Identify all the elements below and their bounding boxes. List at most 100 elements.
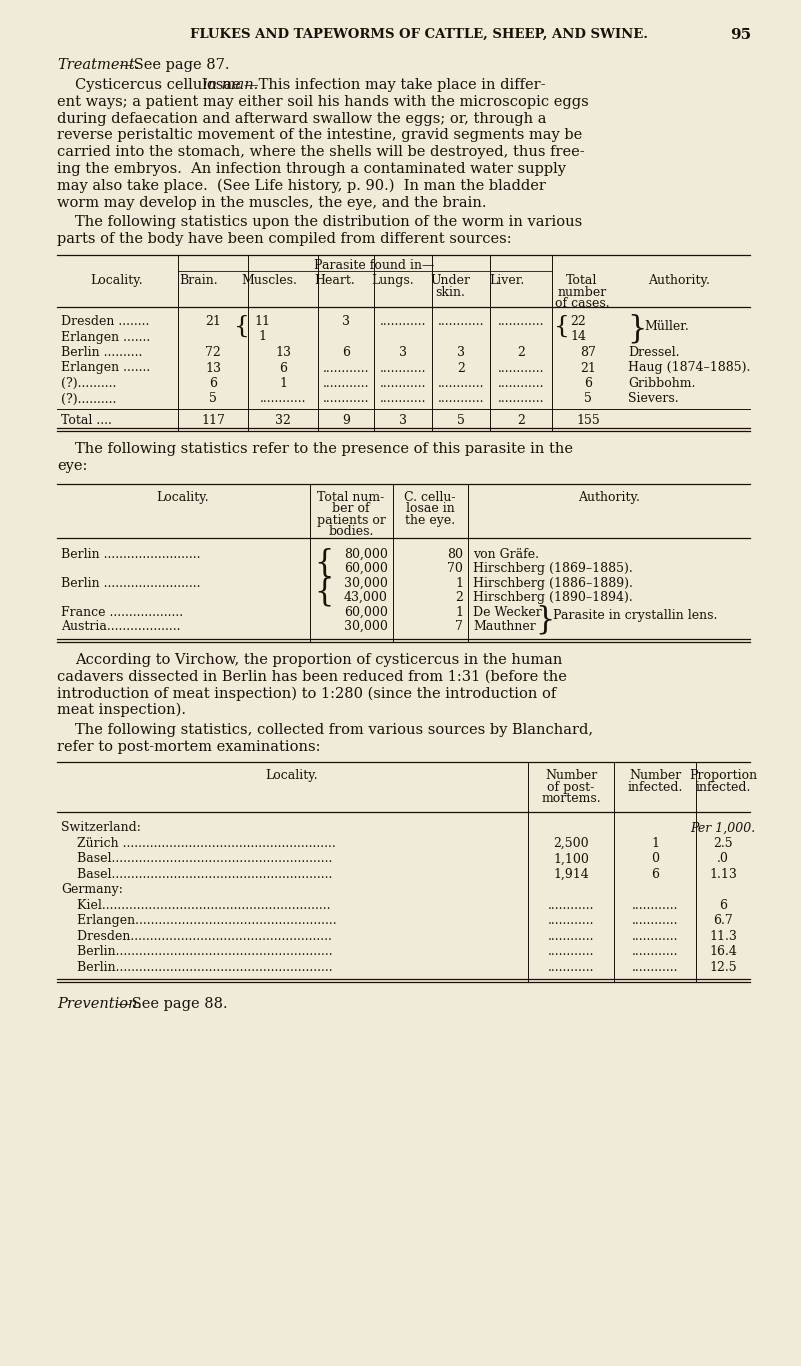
Text: Mauthner: Mauthner: [473, 620, 536, 632]
Text: (?)..........: (?)..........: [61, 377, 116, 391]
Text: Hirschberg (1869–1885).: Hirschberg (1869–1885).: [473, 561, 633, 575]
Text: ............: ............: [548, 930, 594, 943]
Text: 6: 6: [279, 362, 287, 374]
Text: Parasite found in—: Parasite found in—: [314, 260, 434, 272]
Text: ............: ............: [323, 362, 369, 374]
Text: of post-: of post-: [547, 781, 594, 794]
Text: Cysticercus cellulosae: Cysticercus cellulosae: [75, 78, 245, 92]
Text: Number: Number: [629, 769, 681, 783]
Text: Hirschberg (1886–1889).: Hirschberg (1886–1889).: [473, 576, 633, 590]
Text: ............: ............: [380, 362, 426, 374]
Text: ing the embryos.  An infection through a contaminated water supply: ing the embryos. An infection through a …: [57, 163, 566, 176]
Text: ............: ............: [497, 392, 544, 406]
Text: 30,000: 30,000: [344, 576, 388, 590]
Text: Lungs.: Lungs.: [372, 275, 414, 287]
Text: 2: 2: [517, 414, 525, 428]
Text: Brain.: Brain.: [179, 275, 219, 287]
Text: Berlin........................................................: Berlin..................................…: [61, 945, 332, 959]
Text: 3: 3: [399, 414, 407, 428]
Text: 6: 6: [209, 377, 217, 391]
Text: 80,000: 80,000: [344, 548, 388, 560]
Text: Zürich .......................................................: Zürich .................................…: [61, 837, 336, 850]
Text: in man.: in man.: [203, 78, 258, 92]
Text: Erlangen .......: Erlangen .......: [61, 362, 151, 374]
Text: 21: 21: [205, 316, 221, 328]
Text: parts of the body have been compiled from different sources:: parts of the body have been compiled fro…: [57, 232, 512, 246]
Text: 1.13: 1.13: [709, 867, 737, 881]
Text: ............: ............: [632, 899, 678, 912]
Text: 6.7: 6.7: [713, 914, 733, 928]
Text: 5: 5: [209, 392, 217, 406]
Text: bodies.: bodies.: [328, 525, 374, 538]
Text: 11.3: 11.3: [709, 930, 737, 943]
Text: Authority.: Authority.: [648, 275, 710, 287]
Text: reverse peristaltic movement of the intestine, gravid segments may be: reverse peristaltic movement of the inte…: [57, 128, 582, 142]
Text: Erlangen....................................................: Erlangen................................…: [61, 914, 336, 928]
Text: Dresden ........: Dresden ........: [61, 316, 149, 328]
Text: The following statistics, collected from various sources by Blanchard,: The following statistics, collected from…: [75, 723, 593, 736]
Text: Under: Under: [430, 275, 470, 287]
Text: .0: .0: [717, 852, 729, 866]
Text: Erlangen .......: Erlangen .......: [61, 331, 151, 343]
Text: 7: 7: [455, 620, 463, 632]
Text: Switzerland:: Switzerland:: [61, 821, 141, 835]
Text: von Gräfe.: von Gräfe.: [473, 548, 539, 560]
Text: Kiel...........................................................: Kiel....................................…: [61, 899, 331, 912]
Text: introduction of meat inspection) to 1:280 (since the introduction of: introduction of meat inspection) to 1:28…: [57, 686, 556, 701]
Text: ............: ............: [438, 316, 485, 328]
Text: 2,500: 2,500: [553, 837, 589, 850]
Text: the eye.: the eye.: [405, 514, 455, 527]
Text: 80: 80: [447, 548, 463, 560]
Text: 32: 32: [275, 414, 291, 428]
Text: ............: ............: [260, 392, 306, 406]
Text: ............: ............: [497, 362, 544, 374]
Text: 117: 117: [201, 414, 225, 428]
Text: Prevention.: Prevention.: [57, 997, 142, 1011]
Text: {: {: [234, 316, 250, 337]
Text: 11: 11: [254, 316, 270, 328]
Text: 22: 22: [570, 316, 586, 328]
Text: carried into the stomach, where the shells will be destroyed, thus free-: carried into the stomach, where the shel…: [57, 145, 585, 160]
Text: 9: 9: [342, 414, 350, 428]
Text: According to Virchow, the proportion of cysticercus in the human: According to Virchow, the proportion of …: [75, 653, 562, 667]
Text: }: }: [627, 313, 646, 344]
Text: 1: 1: [455, 576, 463, 590]
Text: Germany:: Germany:: [61, 884, 123, 896]
Text: —See page 88.: —See page 88.: [117, 997, 227, 1011]
Text: Locality.: Locality.: [157, 490, 209, 504]
Text: skin.: skin.: [435, 285, 465, 299]
Text: 13: 13: [205, 362, 221, 374]
Text: ............: ............: [323, 377, 369, 391]
Text: 16.4: 16.4: [709, 945, 737, 959]
Text: 0: 0: [651, 852, 659, 866]
Text: Hirschberg (1890–1894).: Hirschberg (1890–1894).: [473, 591, 633, 604]
Text: number: number: [557, 285, 606, 299]
Text: Treatment.: Treatment.: [57, 57, 139, 72]
Text: 95: 95: [730, 27, 751, 42]
Text: 5: 5: [584, 392, 592, 406]
Text: {: {: [314, 548, 333, 579]
Text: }: }: [535, 605, 554, 635]
Text: De Wecker: De Wecker: [473, 605, 541, 619]
Text: ............: ............: [438, 392, 485, 406]
Text: 13: 13: [275, 346, 291, 359]
Text: ............: ............: [497, 377, 544, 391]
Text: Basel.........................................................: Basel...................................…: [61, 852, 332, 866]
Text: Basel.........................................................: Basel...................................…: [61, 867, 332, 881]
Text: 1: 1: [279, 377, 287, 391]
Text: 2: 2: [455, 591, 463, 604]
Text: may also take place.  (See Life history, p. 90.)  In man the bladder: may also take place. (See Life history, …: [57, 179, 545, 193]
Text: Müller.: Müller.: [644, 320, 689, 333]
Text: ............: ............: [548, 960, 594, 974]
Text: Heart.: Heart.: [315, 275, 356, 287]
Text: {: {: [554, 316, 570, 337]
Text: Number: Number: [545, 769, 597, 783]
Text: Liver.: Liver.: [489, 275, 525, 287]
Text: 3: 3: [457, 346, 465, 359]
Text: 6: 6: [719, 899, 727, 912]
Text: Muscles.: Muscles.: [241, 275, 297, 287]
Text: 72: 72: [205, 346, 221, 359]
Text: meat inspection).: meat inspection).: [57, 703, 186, 717]
Text: Locality.: Locality.: [91, 275, 143, 287]
Text: 70: 70: [447, 561, 463, 575]
